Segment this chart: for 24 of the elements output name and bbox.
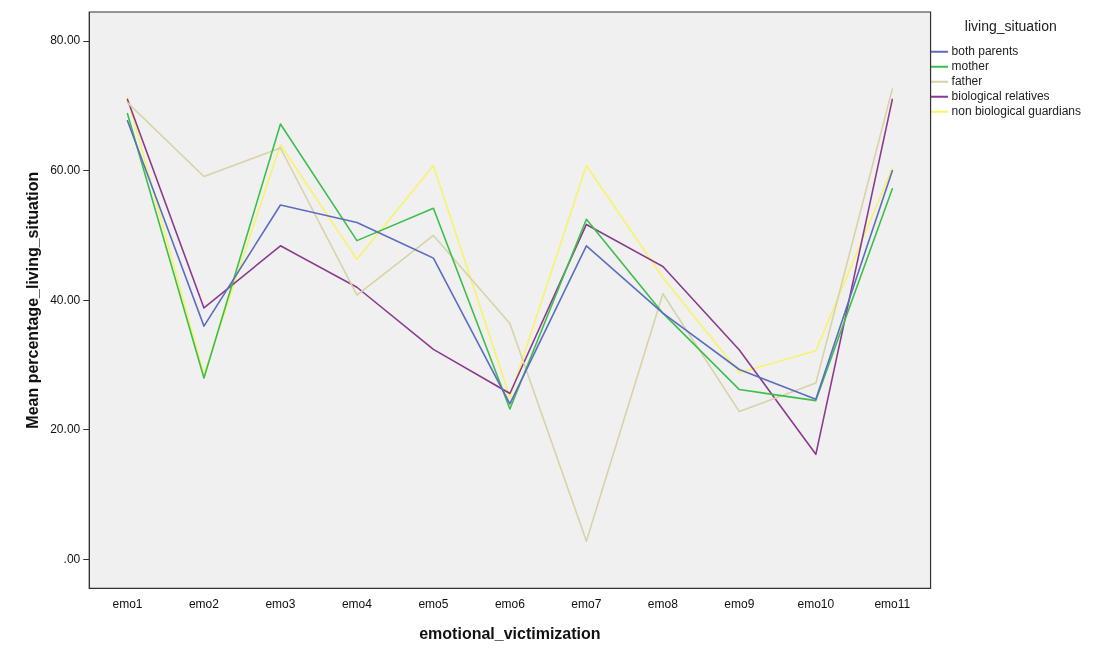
legend-label: mother bbox=[951, 59, 989, 74]
legend-label: both parents bbox=[951, 44, 1019, 59]
x-axis-title: emotional_victimization bbox=[419, 624, 601, 642]
y-axis-title: Mean percentage_living_situation bbox=[24, 171, 42, 429]
x-tick-label: emo2 bbox=[188, 596, 220, 611]
x-tick-label: emo6 bbox=[494, 596, 526, 611]
y-tick-label: 20.00 bbox=[50, 422, 81, 437]
x-tick-label: emo5 bbox=[418, 596, 449, 611]
legend-label: father bbox=[951, 74, 983, 89]
y-tick-label: 60.00 bbox=[50, 162, 81, 177]
legend-title: living_situation bbox=[964, 17, 1057, 34]
x-tick-label: emo10 bbox=[797, 596, 835, 611]
legend-label: non biological guardians bbox=[951, 104, 1082, 119]
x-tick-label: emo1 bbox=[112, 596, 143, 611]
y-tick-label: 80.00 bbox=[50, 33, 81, 48]
y-tick-label: .00 bbox=[63, 551, 81, 566]
x-tick-label: emo11 bbox=[874, 596, 911, 611]
x-tick-label: emo8 bbox=[647, 596, 679, 611]
legend-label: biological relatives bbox=[951, 89, 1050, 104]
y-tick-label: 40.00 bbox=[50, 292, 81, 307]
x-tick-label: emo4 bbox=[341, 596, 373, 611]
x-tick-label: emo7 bbox=[571, 596, 602, 611]
x-tick-label: emo9 bbox=[724, 596, 755, 611]
x-tick-label: emo3 bbox=[265, 596, 296, 611]
